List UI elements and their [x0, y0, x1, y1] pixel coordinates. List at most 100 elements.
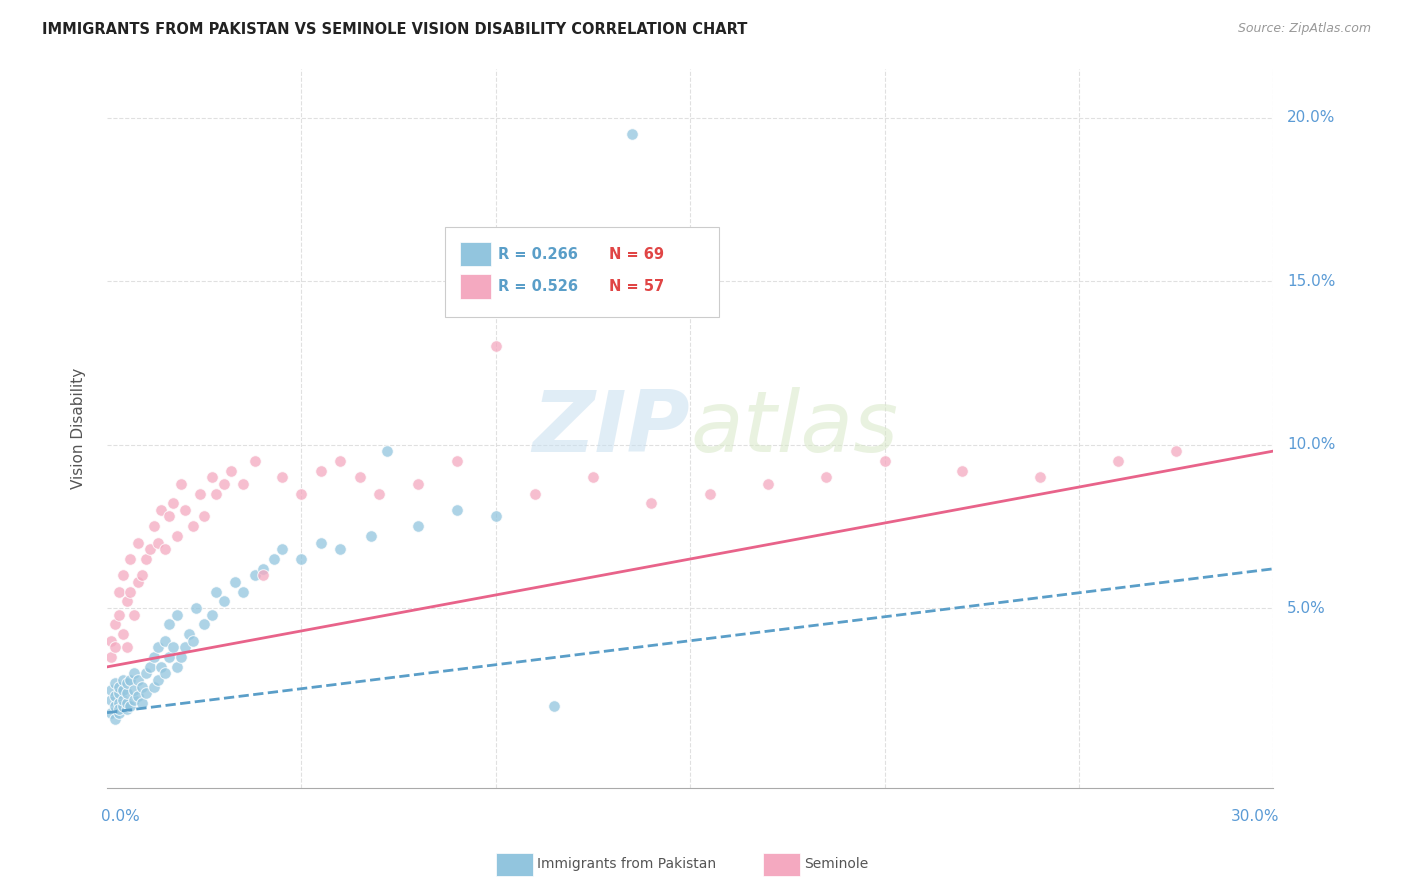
Point [329, 542, 352, 557]
Point [146, 673, 169, 687]
Point [221, 464, 243, 478]
Point [111, 692, 134, 706]
Point [111, 627, 134, 641]
Point [177, 627, 200, 641]
Point [111, 568, 134, 582]
Point [756, 476, 779, 491]
Point [124, 692, 146, 706]
Point [162, 640, 184, 655]
Point [166, 529, 188, 543]
Point [212, 594, 235, 608]
Point [100, 692, 122, 706]
Point [155, 542, 177, 557]
Point [201, 470, 224, 484]
Point [104, 617, 127, 632]
Point [100, 633, 122, 648]
Point [107, 696, 129, 710]
Point [139, 660, 162, 674]
Point [271, 470, 294, 484]
Point [543, 699, 565, 714]
Point [135, 552, 157, 566]
Point [150, 503, 173, 517]
Text: Source: ZipAtlas.com: Source: ZipAtlas.com [1237, 22, 1371, 36]
Point [406, 476, 429, 491]
FancyBboxPatch shape [460, 274, 491, 299]
Point [131, 680, 153, 694]
Point [115, 676, 138, 690]
Point [224, 574, 246, 589]
Point [115, 686, 138, 700]
Point [115, 702, 138, 716]
Point [873, 454, 896, 468]
Point [485, 509, 508, 524]
Point [212, 476, 235, 491]
Text: 0.0%: 0.0% [101, 809, 141, 824]
Point [186, 601, 208, 615]
Point [271, 542, 294, 557]
Point [170, 650, 193, 665]
Point [127, 574, 149, 589]
Point [349, 470, 371, 484]
Point [446, 503, 468, 517]
Point [190, 486, 212, 500]
Text: IMMIGRANTS FROM PAKISTAN VS SEMINOLE VISION DISABILITY CORRELATION CHART: IMMIGRANTS FROM PAKISTAN VS SEMINOLE VIS… [42, 22, 748, 37]
Point [111, 673, 134, 687]
Point [157, 650, 180, 665]
FancyBboxPatch shape [446, 227, 720, 317]
Text: 20.0%: 20.0% [1288, 110, 1336, 125]
Point [120, 552, 142, 566]
Point [100, 682, 122, 697]
Text: ZIP: ZIP [533, 387, 690, 470]
Text: 15.0%: 15.0% [1288, 274, 1336, 288]
Point [243, 454, 266, 468]
Point [120, 699, 142, 714]
Point [100, 650, 122, 665]
Point [115, 640, 138, 655]
Point [104, 640, 127, 655]
Point [1107, 454, 1129, 468]
Point [263, 552, 285, 566]
Point [173, 503, 195, 517]
Point [290, 552, 312, 566]
Point [155, 633, 177, 648]
Point [111, 682, 134, 697]
Point [181, 633, 204, 648]
Point [115, 594, 138, 608]
Point [485, 339, 508, 353]
Point [142, 650, 165, 665]
Point [193, 509, 215, 524]
Point [170, 476, 193, 491]
Point [205, 486, 228, 500]
Text: R = 0.266: R = 0.266 [498, 246, 578, 261]
Point [1029, 470, 1052, 484]
Point [815, 470, 838, 484]
Point [104, 699, 127, 714]
Point [100, 706, 122, 720]
Point [309, 535, 332, 549]
Point [142, 680, 165, 694]
Point [181, 519, 204, 533]
Point [166, 607, 188, 622]
Point [523, 486, 546, 500]
Text: 10.0%: 10.0% [1288, 437, 1336, 452]
Point [205, 584, 228, 599]
Point [127, 673, 149, 687]
Point [107, 584, 129, 599]
Point [232, 584, 254, 599]
Point [124, 666, 146, 681]
Point [201, 607, 224, 622]
Point [368, 486, 391, 500]
Point [582, 470, 605, 484]
Point [950, 464, 973, 478]
Text: Immigrants from Pakistan: Immigrants from Pakistan [537, 857, 716, 871]
Point [127, 535, 149, 549]
Point [115, 696, 138, 710]
Point [135, 686, 157, 700]
Y-axis label: Vision Disability: Vision Disability [72, 368, 86, 489]
Point [127, 690, 149, 704]
Point [107, 680, 129, 694]
Point [329, 454, 352, 468]
Point [157, 509, 180, 524]
Point [252, 568, 274, 582]
Point [252, 562, 274, 576]
